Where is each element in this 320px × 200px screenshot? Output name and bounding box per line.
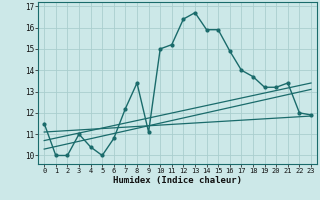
X-axis label: Humidex (Indice chaleur): Humidex (Indice chaleur) bbox=[113, 176, 242, 185]
